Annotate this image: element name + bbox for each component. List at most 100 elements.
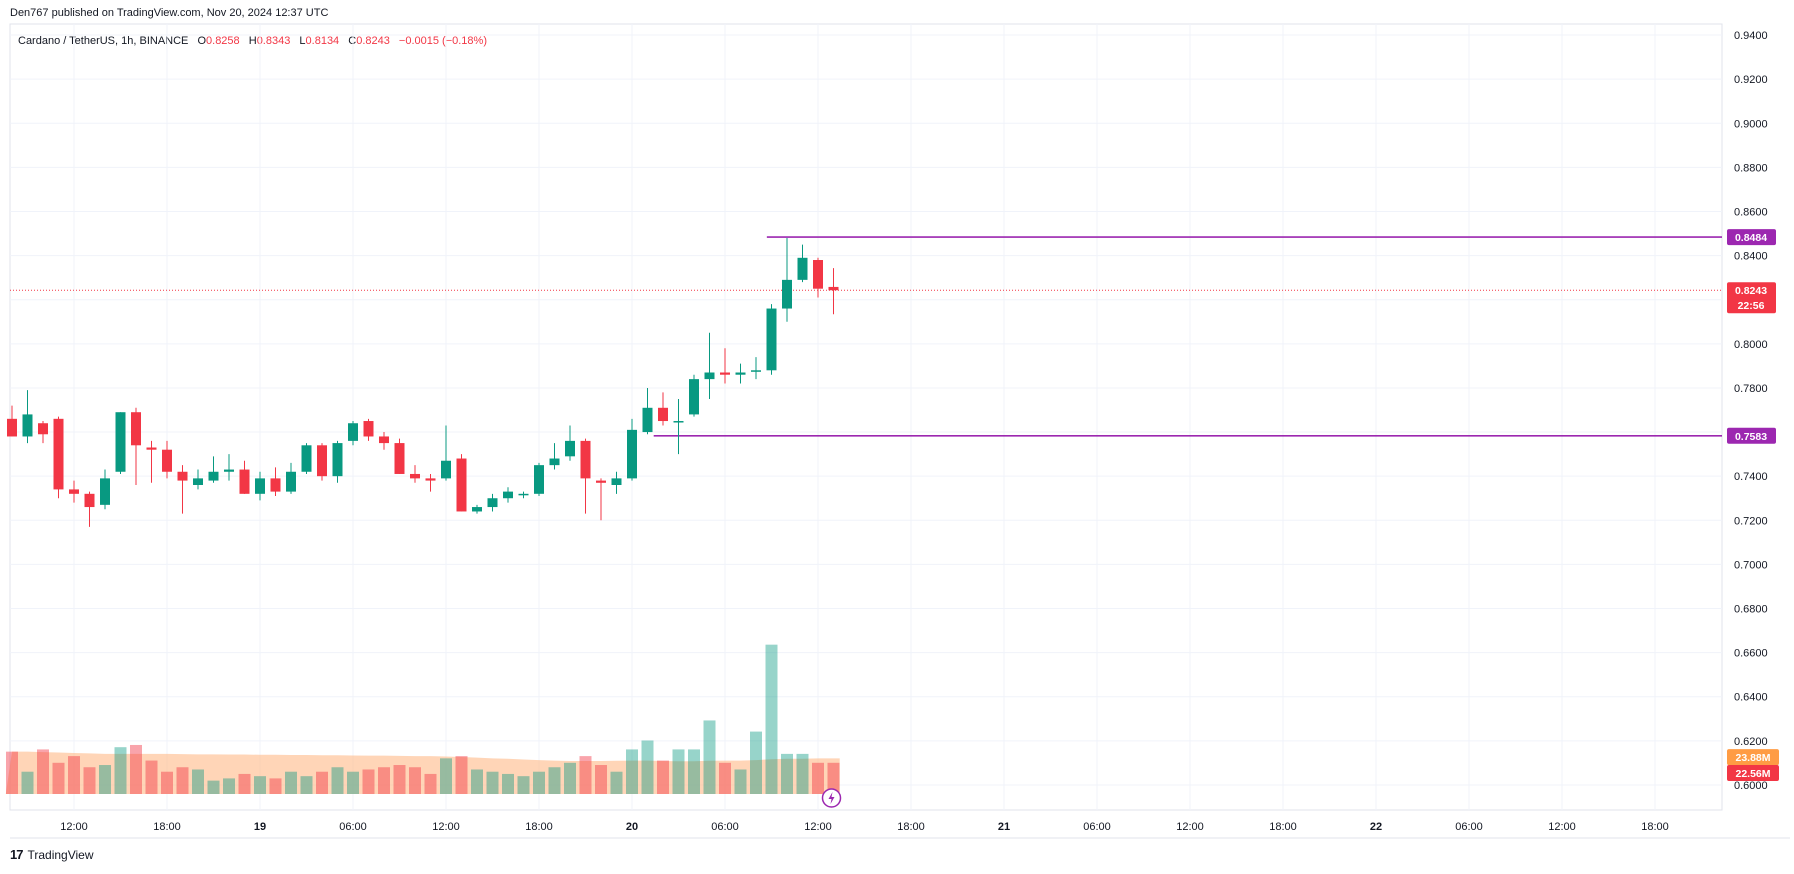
candle-body [38,423,48,435]
tradingview-brand: TradingView [27,847,94,862]
lightning-glyph [828,792,835,804]
candle-body [146,447,157,450]
candle-body [611,478,622,485]
candle-body [441,460,451,479]
legend-symbol: Cardano / TetherUS, 1h, BINANCE [18,35,189,47]
candle-body [766,308,777,371]
volume-bar [719,762,731,794]
volume-bar [548,767,561,794]
countdown-label: 22:56 [1738,300,1765,312]
x-tick-label: 18:00 [1641,821,1669,833]
y-tick-label: 0.8000 [1734,339,1768,351]
volume-bar [145,760,158,794]
volume-bar [750,731,762,794]
candle-body [503,491,513,499]
candle-body [84,493,95,508]
candle-body [797,257,808,280]
level-price-badge [1727,427,1776,444]
level-price-label: 0.8484 [1735,232,1767,244]
y-tick-label: 0.8800 [1734,162,1768,174]
volume-bar [207,780,220,794]
candle-body [425,478,436,481]
volume-bar [657,760,669,794]
candle-body [394,443,405,474]
legend-low-value: 0.8134 [305,35,340,47]
volume-bar [440,758,452,794]
x-tick-label: 12:00 [1548,821,1576,833]
legend-change: −0.0015 (−0.18%) [398,35,487,47]
volume-bar [672,749,685,794]
volume-bar [83,767,96,794]
candle-body [735,372,746,375]
volume-bar [517,776,530,794]
volume-bar [331,767,344,794]
candle-body [115,412,126,472]
candle-body [704,372,715,380]
x-tick-label: 12:00 [432,821,460,833]
volume-ma-area [5,751,840,794]
x-tick-label: 19 [254,821,266,833]
candle-body [177,471,188,481]
plot-frame [9,23,1723,811]
candle-body [580,440,591,479]
volume-bar [734,769,747,794]
tradingview-footer[interactable]: 17 TradingView [10,847,94,862]
volume-bar [347,771,359,794]
x-tick-label: 18:00 [897,821,925,833]
x-tick-label: 12:00 [1176,821,1204,833]
volume-bar [564,762,576,794]
level-price-label: 0.7583 [1735,431,1767,443]
candle-body [270,478,281,492]
y-tick-label: 0.9000 [1734,118,1768,130]
y-tick-label: 0.9200 [1734,74,1768,86]
volume-bar [424,773,437,794]
volume-value-badge [1727,765,1779,782]
volume-bar [130,744,142,794]
candle-body [317,445,327,477]
candle-body [518,493,529,496]
x-tick-label: 06:00 [339,821,367,833]
candle-body [69,489,79,494]
legend-high-value: 0.8343 [256,35,291,47]
candle-body [379,436,389,444]
candle-body [193,478,203,485]
last-price-badge [1727,282,1776,314]
volume-bar [362,769,375,794]
candle-body [813,260,823,289]
x-tick-label: 18:00 [525,821,553,833]
y-tick-label: 0.6000 [1734,780,1768,792]
volume-bar [114,747,127,794]
volume-bar [703,720,716,794]
volume-bar [21,771,34,794]
candle-body [689,379,699,415]
symbol-legend: Cardano / TetherUS, 1h, BINANCE O0.8258 … [18,35,487,47]
candle-body [456,458,467,512]
candle-body [549,458,560,466]
volume-value-badge [1727,749,1779,766]
volume-bar [99,765,111,794]
x-tick-label: 22 [1370,821,1382,833]
volume-bar [37,749,49,794]
candle-body [100,478,110,505]
candle-body [720,372,730,375]
volume-bar [316,771,328,794]
volume-bar [595,765,607,794]
x-tick-label: 06:00 [1083,821,1111,833]
volume-bar [254,776,266,794]
legend-close-key: C [348,35,357,47]
volume-bar [579,756,592,794]
candle-body [208,471,219,481]
volume-bar [765,644,778,794]
y-tick-label: 0.7200 [1734,515,1768,527]
y-tick-label: 0.8400 [1734,251,1768,263]
volume-bar [285,771,297,794]
legend-open-value: 0.8258 [206,35,240,47]
candle-body [22,414,33,437]
candle-body [301,445,312,472]
volume-bar [796,753,809,794]
volume-value-label: 23.88M [1735,752,1770,764]
candle-body [751,370,761,372]
legend-open-key: O [197,35,207,47]
x-tick-label: 18:00 [1269,821,1297,833]
